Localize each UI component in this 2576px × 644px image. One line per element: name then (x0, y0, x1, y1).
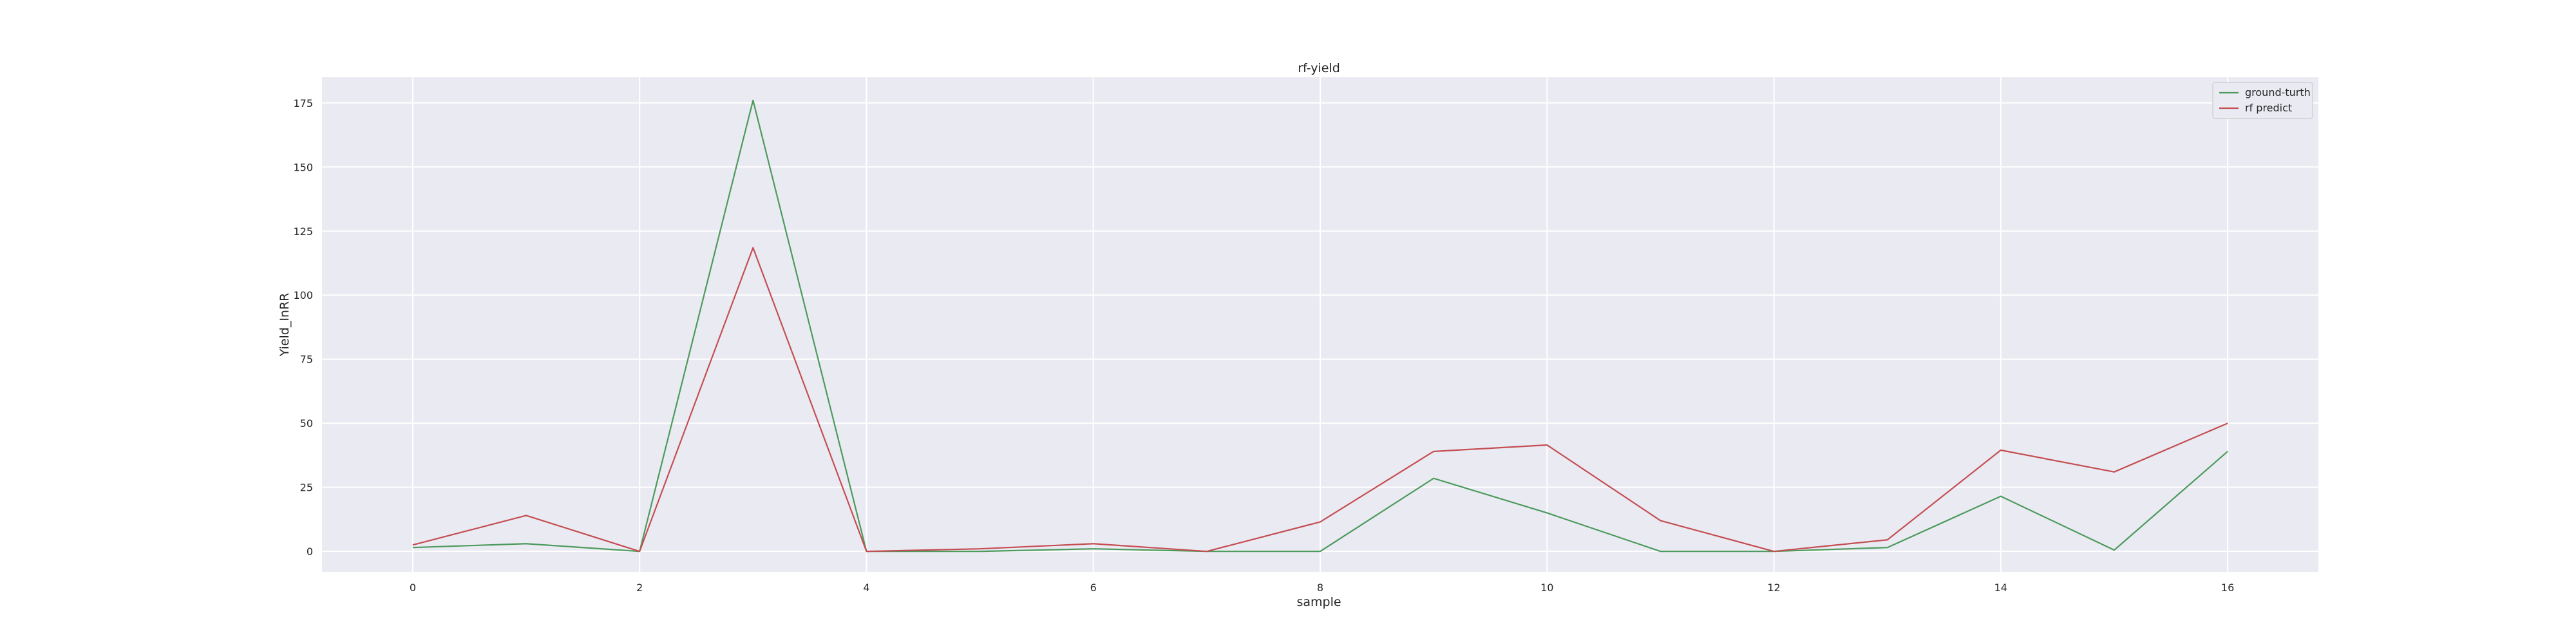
x-tick-label: 4 (863, 582, 869, 594)
x-tick-label: 14 (1994, 582, 2007, 594)
legend-frame (2212, 82, 2313, 119)
x-tick-label: 8 (1317, 582, 1323, 594)
legend: ground-turth rf predict (2212, 82, 2313, 119)
series-line-rf-predict (412, 247, 2228, 553)
x-tick-label: 2 (636, 582, 643, 594)
y-tick-label: 75 (300, 354, 313, 366)
x-gridlines (412, 77, 2229, 572)
x-tick-labels: 0 2 4 6 8 10 12 14 16 (410, 582, 2234, 594)
series-layer (412, 99, 2228, 553)
x-axis-label: sample (1296, 595, 1341, 609)
y-tick-label: 100 (293, 289, 313, 301)
y-tick-labels: 0 25 50 75 100 125 150 175 (293, 97, 313, 558)
series-line-ground-truth (412, 99, 2228, 553)
x-tick-label: 16 (2221, 582, 2234, 594)
y-tick-label: 125 (293, 225, 313, 238)
y-tick-label: 25 (300, 482, 313, 494)
y-tick-label: 150 (293, 161, 313, 173)
x-tick-label: 0 (410, 582, 416, 594)
y-axis-label: Yield_InRR (278, 293, 292, 357)
chart-title: rf-yield (1298, 61, 1340, 75)
x-tick-label: 12 (1767, 582, 1780, 594)
y-tick-label: 50 (300, 417, 313, 430)
y-tick-label: 0 (307, 545, 313, 558)
legend-label: ground-turth (2245, 86, 2311, 99)
x-tick-label: 6 (1090, 582, 1097, 594)
legend-label: rf predict (2245, 102, 2292, 114)
x-tick-label: 10 (1540, 582, 1553, 594)
y-tick-label: 175 (293, 97, 313, 109)
